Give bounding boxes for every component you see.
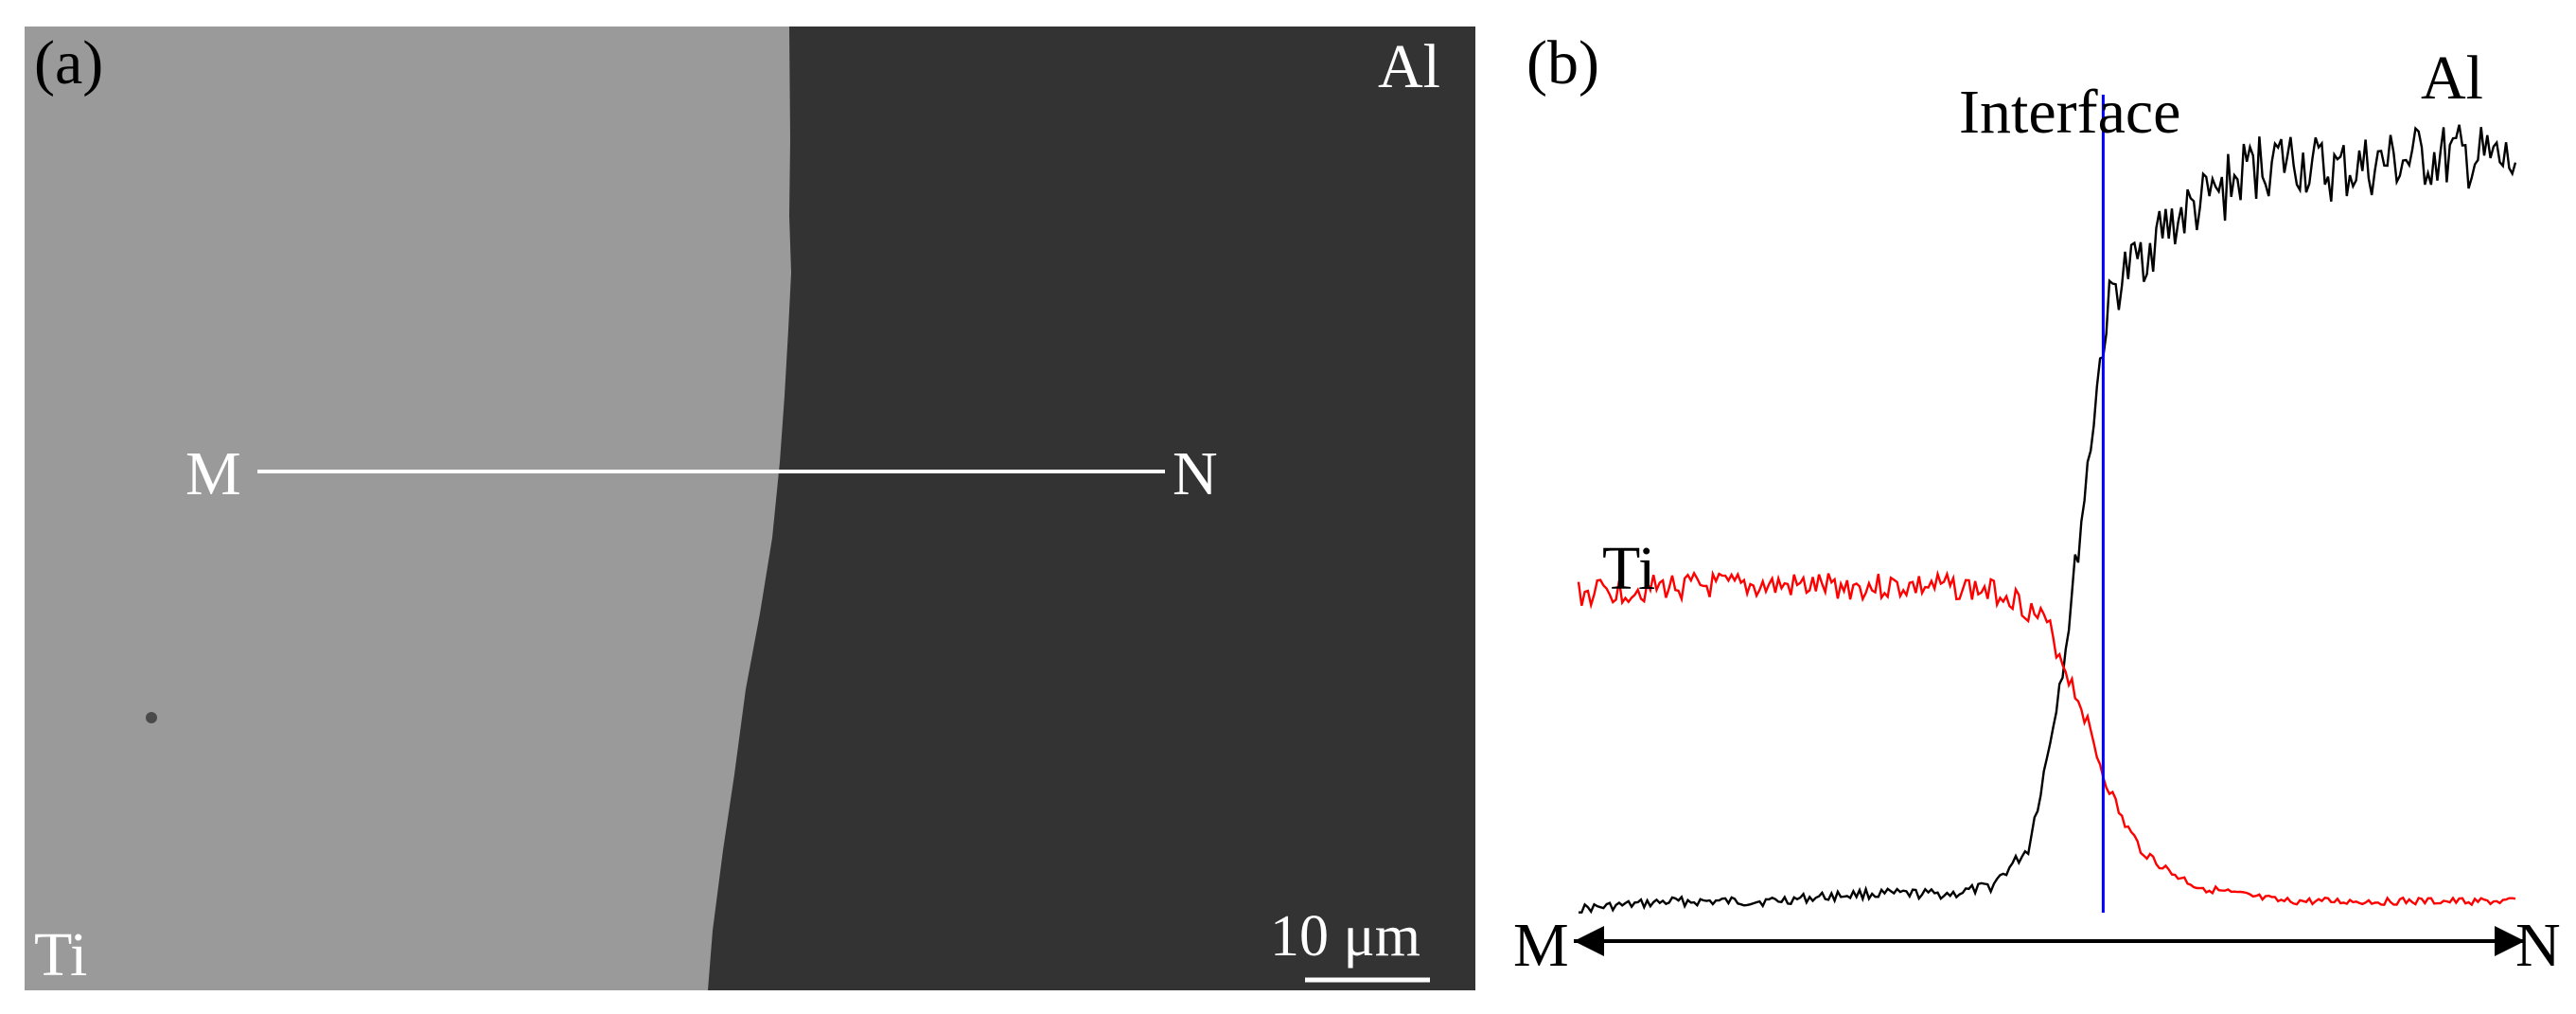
line-scan-chart [1574, 95, 2525, 956]
interface-label: Interface [1959, 78, 2181, 147]
al-curve-label: Al [2421, 44, 2483, 113]
al-region-label: Al [1378, 32, 1440, 101]
series-line-ti [1577, 569, 2516, 907]
panel-b-tag: (b) [1526, 28, 1599, 98]
micrograph-panel: (a) Al Ti M N 10 μm [25, 27, 1475, 990]
axis-end-label: N [2515, 911, 2561, 980]
micrograph-image [25, 27, 1475, 990]
ti-region-label: Ti [34, 920, 88, 989]
axis-start-label: M [1513, 911, 1569, 980]
line-scan-chart-panel: (b) Interface Al Ti M N [1498, 27, 2576, 990]
line-start-label: M [185, 439, 241, 508]
al-region [708, 27, 1475, 990]
chart-plot-area [1574, 95, 2525, 956]
line-end-label: N [1173, 439, 1218, 508]
series-line-al [1579, 124, 2517, 915]
ti-curve-label: Ti [1602, 534, 1656, 603]
panel-a-tag: (a) [34, 28, 104, 98]
surface-defect [146, 712, 157, 723]
scale-bar-label: 10 μm [1270, 904, 1420, 969]
